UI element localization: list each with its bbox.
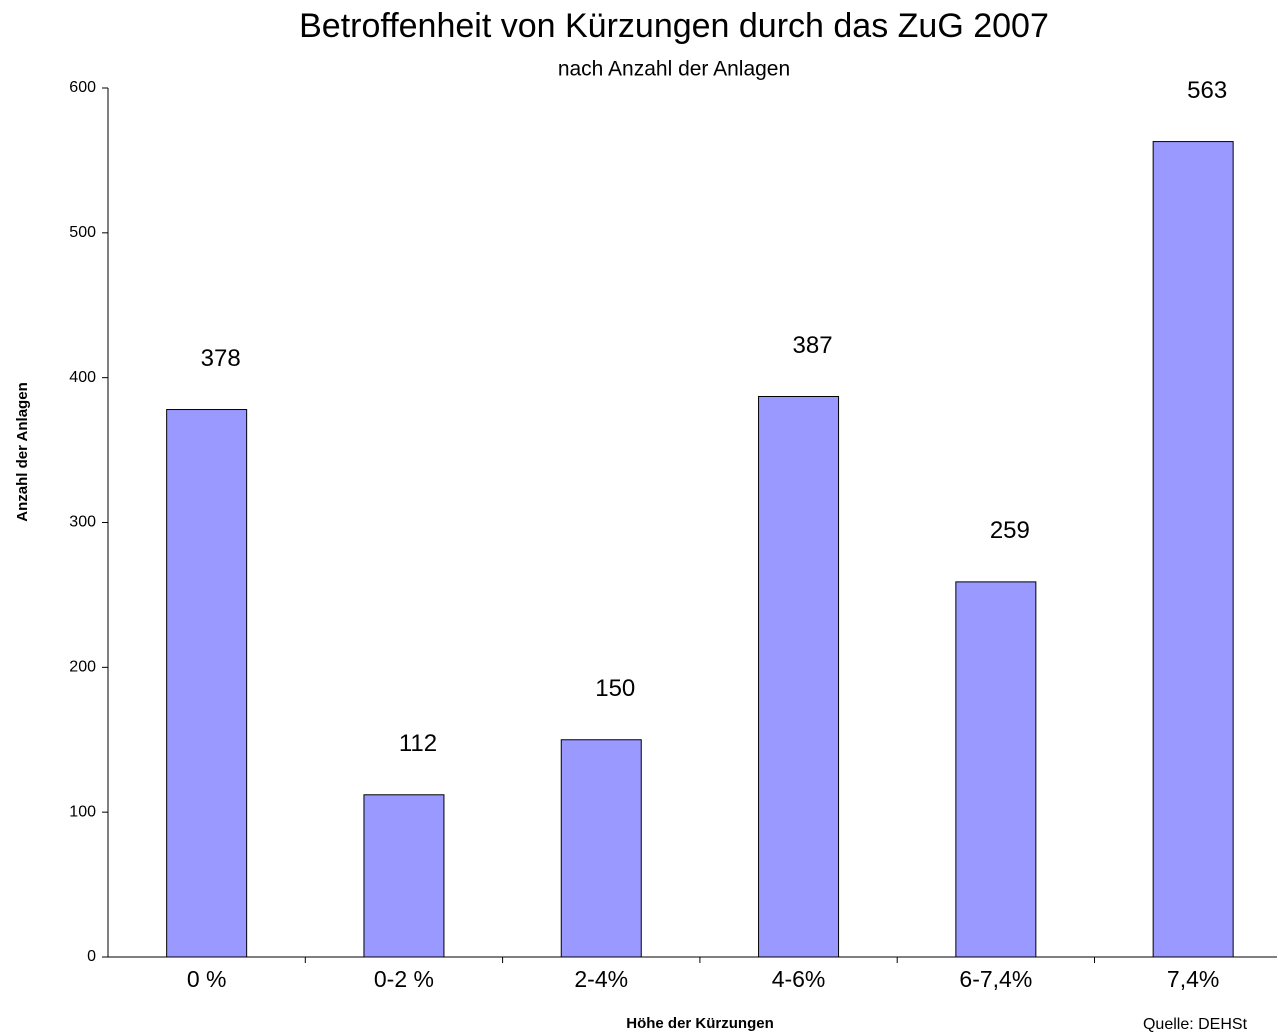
- x-tick-label: 6-7,4%: [959, 966, 1032, 992]
- value-label: 150: [595, 675, 635, 702]
- x-tick-label: 2-4%: [574, 966, 628, 992]
- x-tick-label: 4-6%: [772, 966, 826, 992]
- value-label: 563: [1187, 77, 1227, 104]
- bar: [560, 739, 642, 958]
- source-note: Quelle: DEHSt: [1143, 1016, 1248, 1033]
- x-tick-label: 7,4%: [1167, 966, 1219, 992]
- y-tick-label: 600: [69, 79, 96, 96]
- bar: [363, 794, 445, 958]
- y-tick-label: 400: [69, 369, 96, 386]
- y-tick-label: 300: [69, 514, 96, 531]
- x-tick-label: 0-2 %: [374, 966, 434, 992]
- value-label: 112: [399, 730, 437, 757]
- bar: [166, 409, 248, 958]
- chart-subtitle: nach Anzahl der Anlagen: [558, 58, 790, 81]
- y-tick-label: 100: [69, 803, 96, 820]
- x-tick-label: 0 %: [187, 966, 227, 992]
- x-axis-label: Höhe der Kürzungen: [626, 1015, 774, 1032]
- bar: [1152, 141, 1234, 958]
- value-label: 259: [990, 517, 1030, 544]
- value-label: 378: [201, 345, 241, 372]
- y-axis-label: Anzahl der Anlagen: [14, 382, 31, 521]
- bar: [955, 581, 1037, 958]
- y-tick-label: 500: [69, 224, 96, 241]
- chart-title: Betroffenheit von Kürzungen durch das Zu…: [299, 7, 1049, 45]
- bar: [758, 395, 840, 958]
- y-tick-label: 200: [69, 659, 96, 676]
- y-tick-label: 0: [87, 948, 96, 965]
- value-label: 387: [793, 332, 833, 359]
